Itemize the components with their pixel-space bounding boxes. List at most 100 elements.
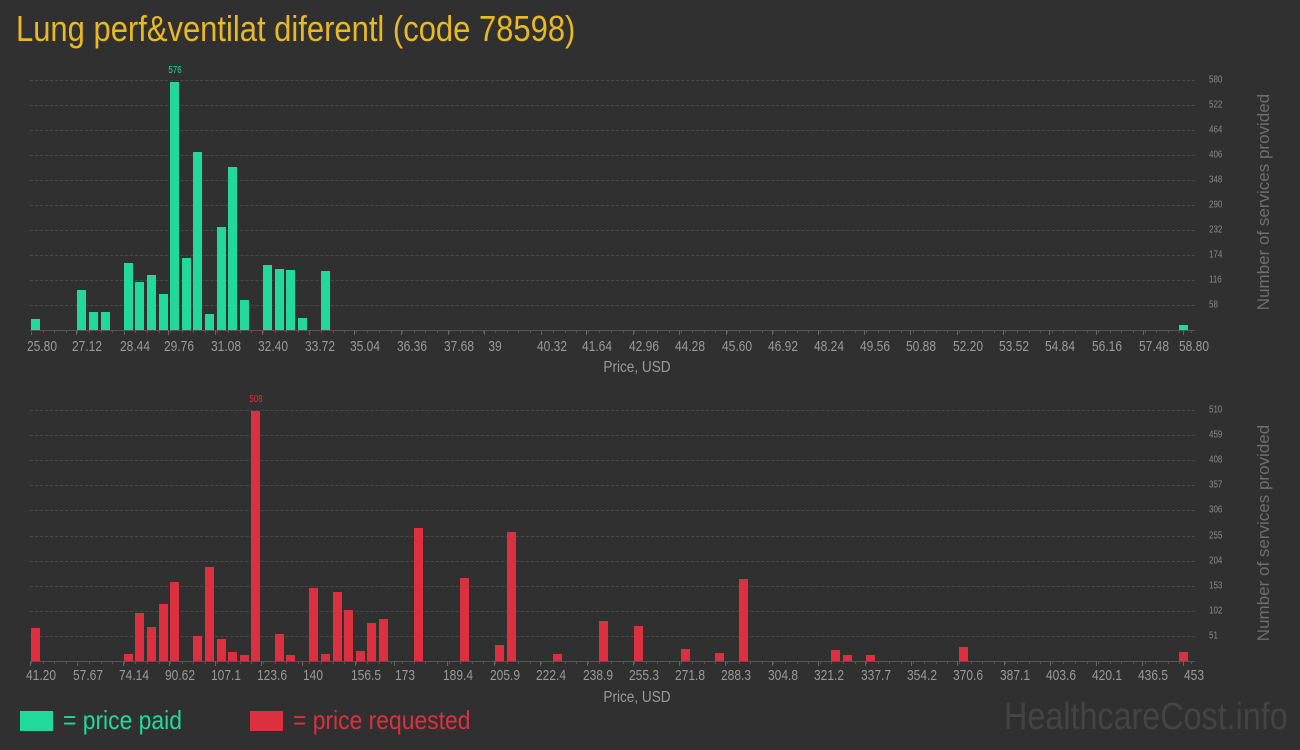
x-minor-tick [333, 661, 334, 664]
x-tick-label: 354.2 [906, 667, 938, 684]
x-tick-label: 337.7 [860, 667, 892, 684]
bar [124, 263, 133, 330]
bar [495, 644, 504, 661]
x-minor-tick [309, 330, 310, 333]
x-minor-tick [576, 330, 577, 333]
x-minor-tick [541, 330, 542, 333]
x-minor-tick [1075, 661, 1076, 664]
x-minor-tick [402, 330, 403, 333]
y-tick-label: 357 [1209, 479, 1223, 491]
x-tick-label: 107.1 [210, 667, 242, 684]
x-tick-label: 436.5 [1137, 667, 1169, 684]
bar [205, 314, 214, 330]
x-minor-tick [298, 661, 299, 664]
gridline [30, 180, 1195, 181]
x-minor-tick [646, 661, 647, 664]
x-minor-tick [959, 661, 960, 664]
bar [843, 655, 852, 661]
x-minor-tick [1052, 661, 1053, 664]
x-minor-tick [1098, 330, 1099, 333]
bar [356, 651, 365, 661]
x-tick [1050, 661, 1051, 666]
x-tick-label: 57.67 [72, 667, 104, 684]
x-minor-tick [1029, 661, 1030, 664]
x-minor-tick [391, 330, 392, 333]
x-minor-tick [831, 661, 832, 664]
x-tick-label: 41.64 [581, 338, 613, 355]
x-minor-tick [994, 661, 995, 664]
x-minor-tick [147, 330, 148, 333]
x-minor-tick [1191, 330, 1192, 333]
x-minor-tick [611, 330, 612, 333]
y-tick-label: 174 [1209, 249, 1223, 261]
y-tick-label: 51 [1209, 630, 1218, 642]
bar [170, 81, 179, 330]
x-minor-tick [773, 661, 774, 664]
x-minor-tick [147, 661, 148, 664]
bar [147, 274, 156, 330]
x-minor-tick [588, 330, 589, 333]
gridline [30, 510, 1195, 512]
x-tick-label: 58.80 [1178, 338, 1210, 355]
x-minor-tick [449, 330, 450, 333]
y-tick-label: 510 [1209, 404, 1223, 416]
x-minor-tick [553, 330, 554, 333]
x-minor-tick [692, 661, 693, 664]
x-tick [1183, 661, 1184, 666]
x-minor-tick [89, 330, 90, 333]
x-minor-tick [913, 661, 914, 664]
x-minor-tick [1168, 330, 1169, 333]
bar [321, 270, 330, 330]
x-tick-label: 288.3 [720, 667, 752, 684]
x-minor-tick [762, 330, 763, 333]
x-minor-tick [1121, 330, 1122, 333]
x-minor-tick [425, 661, 426, 664]
x-minor-tick [54, 330, 55, 333]
x-tick [1096, 330, 1097, 335]
x-minor-tick [715, 661, 716, 664]
x-minor-tick [135, 330, 136, 333]
bar [228, 167, 237, 330]
x-tick-label: 304.8 [767, 667, 799, 684]
x-minor-tick [507, 661, 508, 664]
x-tick-label: 52.20 [952, 338, 984, 355]
gridline [30, 280, 1195, 281]
x-minor-tick [472, 661, 473, 664]
gridline [30, 610, 1195, 612]
x-tick [394, 661, 395, 666]
gridline [30, 460, 1195, 462]
y-tick-label: 464 [1209, 124, 1223, 136]
x-minor-tick [750, 330, 751, 333]
legend-label-requested: = price requested [293, 705, 471, 735]
x-minor-tick [31, 330, 32, 333]
x-tick-label: 36.36 [396, 338, 428, 355]
x-minor-tick [1145, 330, 1146, 333]
bar [275, 633, 284, 661]
bar [159, 603, 168, 661]
x-minor-tick [1005, 661, 1006, 664]
x-minor-tick [1133, 661, 1134, 664]
bar [367, 623, 376, 661]
x-minor-tick [1121, 661, 1122, 664]
x-minor-tick [901, 661, 902, 664]
x-tick-label: 50.88 [905, 338, 937, 355]
x-minor-tick [530, 661, 531, 664]
x-minor-tick [402, 661, 403, 664]
x-minor-tick [1087, 330, 1088, 333]
x-minor-tick [170, 330, 171, 333]
x-tick-label: 25.80 [26, 338, 58, 355]
x-tick [633, 661, 634, 666]
x-minor-tick [518, 661, 519, 664]
bar [251, 410, 260, 661]
x-minor-tick [681, 661, 682, 664]
y-tick-label: 406 [1209, 149, 1223, 161]
x-minor-tick [878, 661, 879, 664]
x-minor-tick [530, 330, 531, 333]
x-minor-tick [101, 330, 102, 333]
y-tick-label: 153 [1209, 580, 1223, 592]
gridline [30, 435, 1195, 437]
x-minor-tick [889, 661, 890, 664]
x-minor-tick [634, 330, 635, 333]
bar [414, 528, 423, 661]
x-minor-tick [855, 330, 856, 333]
